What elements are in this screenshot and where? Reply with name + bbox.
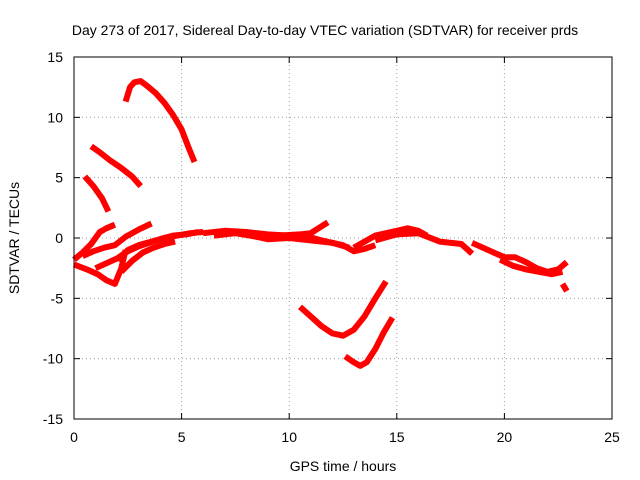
y-tick-label: 15 [47,49,63,65]
x-tick-label: 20 [497,429,513,445]
series-arc-8 [115,229,204,262]
y-tick-label: 10 [47,109,63,125]
y-tick-label: -5 [51,290,64,306]
chart-title: Day 273 of 2017, Sidereal Day-to-day VTE… [72,22,578,38]
x-tick-label: 15 [389,429,405,445]
series-arc-12 [224,227,351,251]
x-tick-label: 25 [604,429,620,445]
series-arc-14 [374,230,475,256]
ticks-layer: 0 5 10 15 20 25 -15 -10 -5 0 5 10 15 [43,49,620,445]
y-tick-label: -15 [43,411,63,427]
series-arc-3 [82,174,112,213]
y-axis-label: SDTVAR / TECUs [6,182,22,294]
series-arc-15 [470,240,569,275]
series-arc-18 [297,279,389,339]
series-arc-5 [72,221,117,263]
x-axis-label: GPS time / hours [290,458,397,474]
y-tick-label: 0 [55,230,63,246]
series-arc-6 [81,220,153,259]
series-arc-2 [89,143,143,189]
x-tick-label: 10 [281,429,297,445]
series-arc-17 [559,282,570,293]
series-arc-19 [343,316,396,369]
x-tick-label: 5 [178,429,186,445]
series-arc-9 [119,238,176,274]
x-tick-label: 0 [70,429,78,445]
y-tick-label: -10 [43,351,63,367]
series-arc-16 [498,256,564,278]
series-arc-1 [122,78,198,164]
y-tick-label: 5 [55,170,63,186]
series-layer [72,78,570,369]
